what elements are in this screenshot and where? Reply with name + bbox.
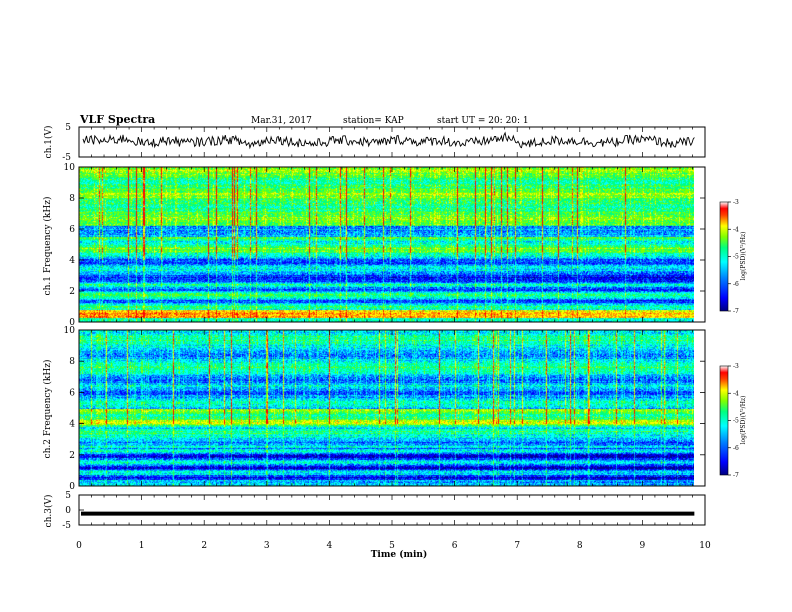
ch1-spectrogram-ytick-label: 0 <box>69 318 75 328</box>
colorbar-tick-label: -7 <box>733 308 739 315</box>
ch2-colorbar-label: log(PSD)(V²/Hz) <box>740 396 747 445</box>
ch1-spectrogram-image <box>79 167 694 322</box>
colorbar-tick-label: -6 <box>733 445 739 452</box>
ch3-voltage-axis-label: ch.3(V) <box>43 495 54 528</box>
figure-title: VLF Spectra <box>79 113 155 126</box>
ch3-waveform-ytick-label: -5 <box>62 521 71 531</box>
colorbar-tick-label: -7 <box>733 472 739 479</box>
x-tick-label: 10 <box>699 541 711 551</box>
ch2-spectrogram-ytick-label: 0 <box>69 482 75 492</box>
ch1-spectrogram-panel: 10 8 6 4 2 0 <box>64 163 706 328</box>
time-axis: 0 1 2 3 4 5 6 7 8 9 10 <box>76 541 711 551</box>
colorbar-tick-label: -5 <box>733 254 739 261</box>
ch1-frequency-axis-label: ch.1 Frequency (kHz) <box>42 197 53 296</box>
x-tick-label: 9 <box>640 541 646 551</box>
ch1-spectrogram-ytick-label: 8 <box>69 194 75 204</box>
ch1-colorbar-label: log(PSD)(V²/Hz) <box>740 232 747 281</box>
ch1-spectrogram-ytick-label: 10 <box>64 163 76 173</box>
x-tick-label: 3 <box>264 541 270 551</box>
ch1-voltage-axis-label: ch.1(V) <box>43 126 54 159</box>
ch1-waveform-ytick-label: -5 <box>62 153 71 163</box>
ch1-spectrogram-ytick-label: 4 <box>69 256 75 266</box>
ch1-spectrogram-ytick-label: 2 <box>69 287 75 297</box>
ch3-waveform-ytick-label: 0 <box>65 506 71 516</box>
x-axis-label: Time (min) <box>371 549 428 560</box>
x-tick-label: 5 <box>389 541 395 551</box>
ch2-spectrogram-ytick-label: 4 <box>69 420 75 430</box>
colorbar-tick-label: -4 <box>733 226 739 233</box>
ch2-spectrogram-panel: 10 8 6 4 2 0 <box>64 326 706 492</box>
colorbar-tick-label: -3 <box>733 199 739 206</box>
date-label: Mar.31, 2017 <box>251 116 312 126</box>
station-label: station= KAP <box>343 116 404 126</box>
colorbar-tick-label: -6 <box>733 281 739 288</box>
start-time-label: start UT = 20: 20: 1 <box>437 116 529 126</box>
ch1-waveform-ytick-label: 5 <box>65 123 71 133</box>
x-tick-label: 7 <box>514 541 520 551</box>
x-tick-label: 4 <box>327 541 333 551</box>
ch2-spectrogram-image <box>79 330 694 486</box>
colorbar-tick-label: -5 <box>733 418 739 425</box>
ch2-spectrogram-ytick-label: 8 <box>69 357 75 367</box>
ch2-spectrogram-ytick-label: 2 <box>69 451 75 461</box>
x-tick-label: 6 <box>452 541 458 551</box>
ch2-frequency-axis-label: ch.2 Frequency (kHz) <box>42 360 53 459</box>
x-tick-label: 8 <box>577 541 583 551</box>
ch3-waveform-panel: 5 0 -5 <box>62 491 706 531</box>
ch3-waveform-ytick-label: 5 <box>65 491 71 501</box>
ch1-waveform-line <box>82 131 695 150</box>
ch1-spectrogram-ytick-label: 6 <box>69 225 75 235</box>
x-tick-label: 1 <box>139 541 145 551</box>
x-tick-label: 0 <box>76 541 82 551</box>
x-tick-label: 2 <box>201 541 207 551</box>
colorbar-tick-label: -4 <box>733 390 739 397</box>
colorbar-tick-label: -3 <box>733 363 739 370</box>
ch2-spectrogram-ytick-label: 10 <box>64 326 76 336</box>
ch2-spectrogram-ytick-label: 6 <box>69 388 75 398</box>
ch1-waveform-panel: 5 -5 <box>62 123 706 163</box>
